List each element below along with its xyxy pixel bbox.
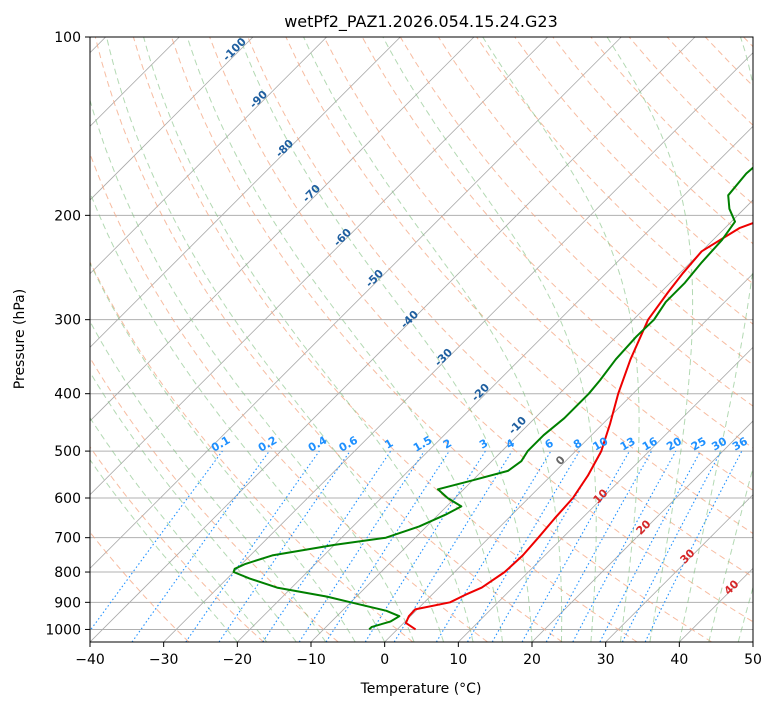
profile-lines [232, 166, 753, 631]
x-axis: −40 −30 −20 −10 0 10 20 30 40 50 [75, 642, 762, 668]
moist-adiabat-line [737, 585, 753, 642]
moist-adiabat-line [606, 37, 694, 642]
isotherm-line [90, 37, 548, 496]
dewpoint-line [232, 166, 753, 631]
y-tick-label: 500 [54, 444, 81, 460]
mixing-ratio-line [218, 450, 351, 642]
moist-adiabat-line [708, 466, 753, 642]
mixing-ratio-line [298, 450, 425, 642]
dry-adiabat-line [132, 37, 638, 642]
mixing-ratio-line [572, 450, 677, 642]
isotherm-line [90, 37, 696, 642]
x-tick-label: 30 [597, 652, 615, 668]
moist-adiabat-line [482, 37, 640, 642]
dry-adiabat-line [171, 37, 712, 642]
moist-adiabat-line [90, 371, 297, 642]
isotherm-line [384, 273, 753, 642]
moist-adiabat-line [678, 37, 753, 642]
isotherm-line [605, 494, 753, 642]
moist-adiabat-line [90, 261, 356, 642]
chart-title: wetPf2_PAZ1.2026.054.15.24.G23 [284, 12, 558, 32]
y-tick-label: 1000 [45, 622, 81, 638]
dry-adiabat-line [285, 37, 753, 535]
x-tick-label: −10 [296, 652, 326, 668]
isotherm-line [90, 37, 475, 422]
y-tick-label: 800 [54, 565, 81, 581]
isotherm-line [90, 37, 622, 569]
dry-adiabat-line [476, 37, 753, 325]
y-tick-label: 900 [54, 595, 81, 611]
plot-frame [89, 36, 754, 643]
y-tick-label: 400 [54, 387, 81, 403]
moist-adiabat-line [239, 37, 533, 642]
y-tick-label: 600 [54, 491, 81, 507]
x-axis-label: Temperature (°C) [360, 681, 482, 697]
dry-adiabat-line [90, 260, 414, 642]
y-axis: 100 200 300 400 500 600 700 800 900 1000 [45, 30, 90, 638]
moist-adiabat-line [90, 191, 386, 642]
isotherm-line [752, 641, 753, 642]
dry-adiabat-line [90, 356, 339, 642]
moist-adiabat-line [303, 37, 563, 642]
x-tick-label: 0 [380, 652, 389, 668]
y-tick-label: 100 [54, 30, 81, 46]
x-tick-label: 40 [670, 652, 688, 668]
moist-adiabat-line [90, 98, 415, 642]
moist-adiabat-line [186, 37, 503, 642]
moist-adiabat-line [143, 37, 474, 642]
x-tick-label: −20 [223, 652, 253, 668]
x-tick-label: 10 [449, 652, 467, 668]
y-tick-label: 700 [54, 531, 81, 547]
mixing-ratio-line [90, 450, 223, 632]
mixing-ratio-line [185, 450, 320, 642]
isotherm-line [163, 52, 753, 642]
dry-adiabat-line [94, 37, 563, 642]
x-tick-label: 50 [744, 652, 762, 668]
moist-adiabat-line [90, 416, 268, 642]
x-tick-label: 20 [523, 652, 541, 668]
mixing-ratio-line [545, 450, 653, 642]
isotherm-line [458, 346, 753, 642]
isotherm-line [90, 37, 254, 201]
mixing-ratio-line [644, 450, 743, 642]
mixing-ratio-line [131, 450, 270, 642]
background-lines [90, 37, 753, 642]
y-tick-label: 300 [54, 313, 81, 329]
isotherm-line [531, 420, 753, 642]
plot-background [90, 37, 753, 642]
dry-adiabat-line [90, 446, 264, 642]
x-tick-label: −30 [149, 652, 179, 668]
x-tick-label: −40 [75, 652, 105, 668]
dry-adiabat-line [514, 37, 753, 285]
moist-adiabat-line [90, 458, 238, 642]
dry-adiabat-line [323, 37, 753, 491]
mixing-ratio-line [262, 450, 392, 642]
dry-adiabat-line [247, 37, 753, 578]
isotherm-line [90, 37, 401, 348]
y-axis-label: Pressure (hPa) [12, 289, 28, 389]
mixing-ratio-line [521, 450, 630, 642]
temperature-line [404, 222, 753, 631]
isotherm-line [90, 37, 327, 275]
moist-adiabat-line [106, 37, 445, 642]
moist-adiabat-line [382, 37, 597, 642]
mixing-ratio-line [325, 450, 450, 642]
moist-adiabat-line [90, 320, 327, 642]
y-tick-label: 200 [54, 208, 81, 224]
mixing-ratio-line [393, 450, 513, 642]
isotherm-line [237, 125, 753, 642]
dry-adiabat-line [209, 37, 753, 623]
